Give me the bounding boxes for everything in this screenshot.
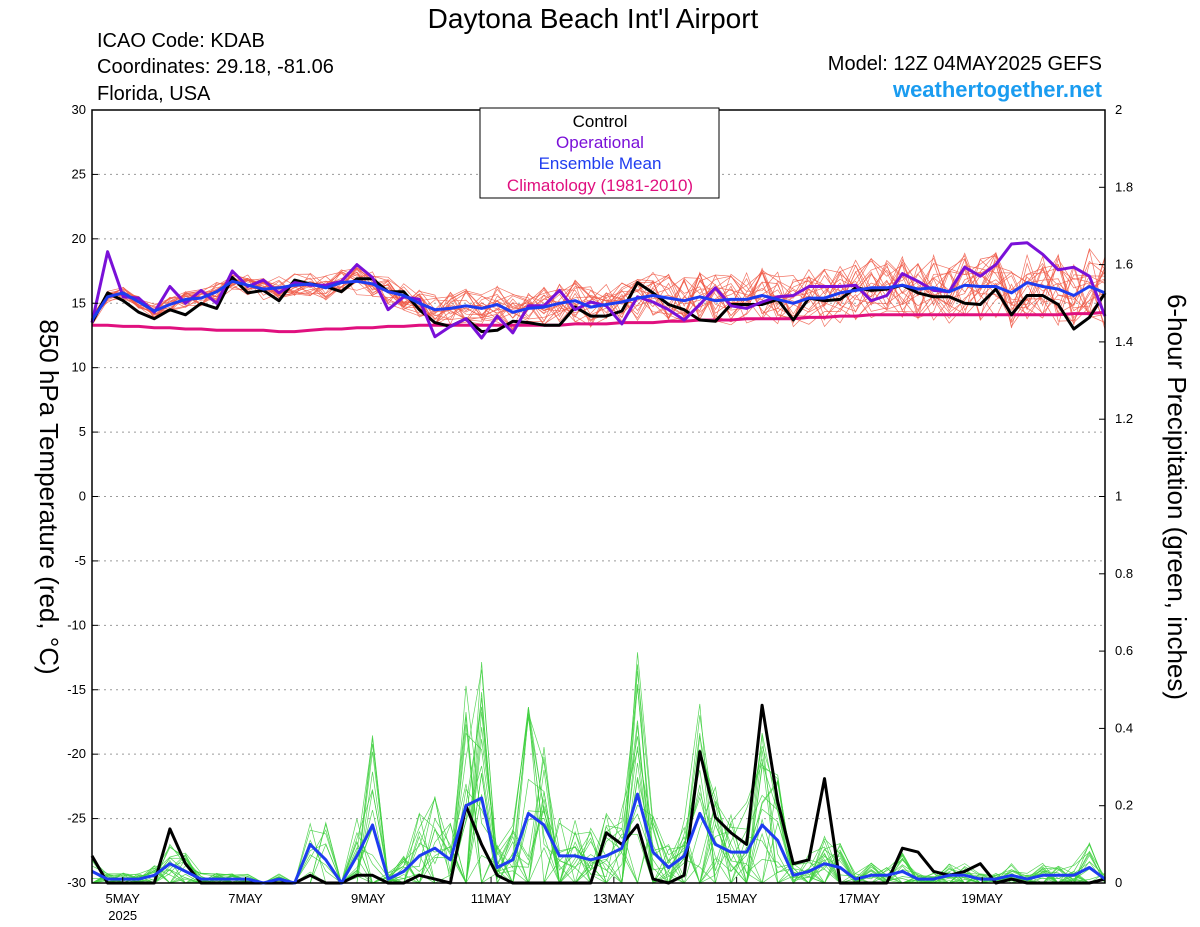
precip-member-line xyxy=(91,664,1105,885)
precip-member-line xyxy=(91,670,1105,885)
y-right-tick-label: 1.8 xyxy=(1115,179,1133,194)
operational-temp-line xyxy=(90,241,1107,340)
control-temp-line xyxy=(90,276,1107,334)
y-tick-label: 20 xyxy=(72,231,86,246)
y-tick-label: -25 xyxy=(67,811,86,826)
y-tick-label: 15 xyxy=(72,295,86,310)
y-tick-label: 5 xyxy=(79,424,86,439)
region: Florida, USA xyxy=(97,83,211,105)
y-tick-label: 0 xyxy=(79,489,86,504)
ensemble-mean-temp-line xyxy=(90,279,1106,321)
y-tick-label: 30 xyxy=(72,102,86,117)
y-right-tick-label: 2 xyxy=(1115,102,1122,117)
y-right-tick-label: 0.8 xyxy=(1115,566,1133,581)
chart-title: Daytona Beach Int'l Airport xyxy=(428,3,759,34)
y-tick-label: -30 xyxy=(67,875,86,890)
y-right-tick-label: 1 xyxy=(1115,489,1122,504)
x-tick-label: 17MAY xyxy=(839,891,881,906)
precip-member-line xyxy=(91,669,1106,885)
y-tick-label: 25 xyxy=(72,166,86,181)
axis-ticks: 302520151050-5-10-15-20-25-3021.81.61.41… xyxy=(67,102,1133,923)
y-right-tick-label: 0.2 xyxy=(1115,798,1133,813)
y-right-tick-label: 1.2 xyxy=(1115,411,1133,426)
x-tick-label: 13MAY xyxy=(593,891,635,906)
x-tick-sublabel: 2025 xyxy=(108,908,137,923)
main-series xyxy=(90,241,1107,885)
temp-member-line xyxy=(91,251,1106,330)
y-tick-label: -15 xyxy=(67,682,86,697)
y-axis-label-right: 6-hour Precipitation (green, inches) xyxy=(1162,294,1192,700)
temp-member-line xyxy=(91,263,1106,326)
climatology-temp-line xyxy=(92,310,1106,334)
x-tick-label: 7MAY xyxy=(228,891,263,906)
legend-control: Control xyxy=(573,112,628,131)
model-run: Model: 12Z 04MAY2025 GEFS xyxy=(828,53,1102,75)
legend-operational: Operational xyxy=(556,133,644,152)
y-right-tick-label: 0.4 xyxy=(1115,720,1133,735)
x-tick-label: 19MAY xyxy=(961,891,1003,906)
legend-climatology: Climatology (1981-2010) xyxy=(507,176,693,195)
x-tick-label: 11MAY xyxy=(471,891,512,906)
ensemble-members xyxy=(91,248,1106,885)
y-right-tick-label: 0 xyxy=(1115,875,1122,890)
legend-box xyxy=(479,107,720,199)
x-tick-label: 9MAY xyxy=(351,891,386,906)
x-tick-label: 5MAY xyxy=(105,891,140,906)
legend: Control Operational Ensemble Mean Climat… xyxy=(479,107,720,199)
coordinates: Coordinates: 29.18, -81.06 xyxy=(97,56,334,78)
y-tick-label: -10 xyxy=(67,617,86,632)
y-right-tick-label: 1.6 xyxy=(1115,257,1133,272)
precip-member-line xyxy=(91,661,1106,884)
temp-member-line xyxy=(91,255,1106,322)
y-tick-label: -20 xyxy=(67,746,86,761)
legend-ensemble-mean: Ensemble Mean xyxy=(539,154,662,173)
gridlines xyxy=(92,173,1105,820)
y-tick-label: 10 xyxy=(72,360,86,375)
temp-member-line xyxy=(91,252,1106,326)
y-right-tick-label: 0.6 xyxy=(1115,643,1133,658)
icao-code: ICAO Code: KDAB xyxy=(97,30,265,52)
y-tick-label: -5 xyxy=(74,553,86,568)
y-axis-label-left: 850 hPa Temperature (red, °C) xyxy=(34,319,64,674)
website-link[interactable]: weathertogether.net xyxy=(892,77,1103,102)
y-right-tick-label: 1.4 xyxy=(1115,334,1133,349)
x-tick-label: 15MAY xyxy=(716,891,758,906)
